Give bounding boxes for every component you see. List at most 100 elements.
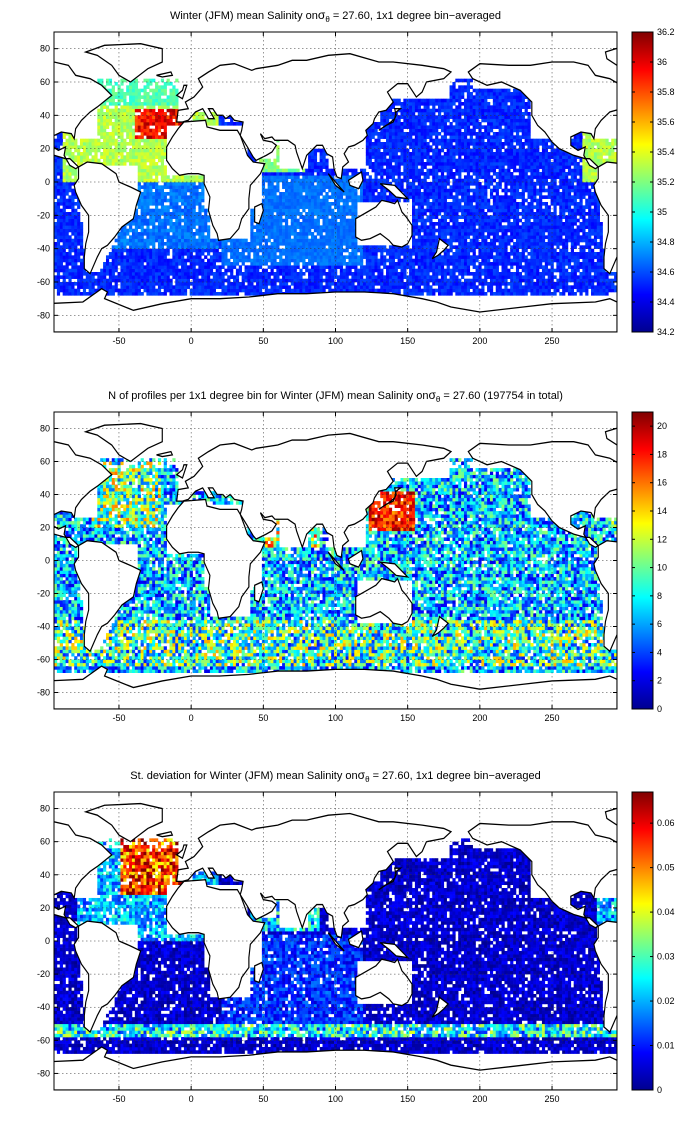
data-cell bbox=[484, 235, 488, 239]
data-cell bbox=[54, 182, 58, 186]
data-cell bbox=[489, 262, 494, 266]
data-cell bbox=[88, 278, 92, 283]
data-cell bbox=[336, 208, 341, 213]
data-cell bbox=[368, 198, 372, 203]
data-cell bbox=[123, 255, 127, 259]
data-cell bbox=[466, 288, 471, 293]
data-cell bbox=[593, 288, 598, 293]
data-cell bbox=[218, 292, 222, 296]
data-cell bbox=[492, 262, 497, 266]
data-cell bbox=[533, 275, 537, 279]
data-cell bbox=[469, 262, 473, 266]
data-cell bbox=[585, 288, 589, 293]
data-cell bbox=[504, 288, 508, 293]
data-cell bbox=[507, 208, 511, 213]
data-cell bbox=[319, 228, 323, 233]
data-cell bbox=[533, 292, 537, 296]
data-cell bbox=[386, 188, 390, 193]
data-cell bbox=[585, 292, 589, 296]
data-cell bbox=[233, 258, 237, 263]
data-cell bbox=[325, 282, 329, 286]
data-cell bbox=[215, 238, 219, 243]
data-cell bbox=[175, 188, 179, 193]
data-cell bbox=[224, 292, 228, 296]
data-cell bbox=[348, 225, 352, 229]
data-cell bbox=[261, 185, 266, 189]
data-cell bbox=[513, 248, 517, 253]
data-cell bbox=[374, 278, 378, 283]
data-cell bbox=[319, 225, 323, 229]
data-cell bbox=[308, 268, 312, 273]
data-cell bbox=[74, 292, 78, 296]
data-cell bbox=[484, 205, 488, 209]
data-cell bbox=[544, 272, 549, 276]
data-cell bbox=[573, 235, 577, 239]
data-cell bbox=[440, 188, 445, 193]
data-cell bbox=[293, 208, 297, 213]
data-cell bbox=[570, 188, 574, 193]
data-cell bbox=[570, 195, 574, 199]
data-cell bbox=[149, 228, 153, 233]
data-cell bbox=[455, 255, 459, 259]
data-cell bbox=[443, 212, 447, 216]
data-cell bbox=[524, 218, 528, 223]
data-cell bbox=[137, 232, 141, 236]
data-cell bbox=[290, 265, 294, 269]
data-cell bbox=[310, 188, 315, 193]
data-cell bbox=[527, 202, 531, 206]
data-cell bbox=[397, 278, 401, 283]
data-cell bbox=[152, 185, 156, 189]
data-cell bbox=[172, 222, 176, 226]
data-cell bbox=[308, 185, 312, 189]
data-cell bbox=[310, 208, 315, 213]
data-cell bbox=[417, 242, 421, 246]
data-cell bbox=[166, 218, 170, 223]
data-cell bbox=[394, 248, 398, 253]
data-cell bbox=[371, 258, 375, 263]
data-cell bbox=[149, 188, 153, 193]
data-cell bbox=[273, 232, 277, 236]
data-cell bbox=[238, 272, 242, 276]
data-cell bbox=[345, 275, 349, 279]
data-cell bbox=[169, 285, 173, 289]
data-cell bbox=[521, 225, 525, 229]
data-cell bbox=[461, 208, 465, 213]
data-cell bbox=[308, 222, 312, 226]
data-cell bbox=[510, 225, 514, 229]
data-cell bbox=[336, 255, 341, 259]
data-cell bbox=[518, 242, 523, 246]
data-cell bbox=[501, 248, 505, 253]
data-cell bbox=[429, 215, 433, 219]
data-cell bbox=[166, 245, 170, 249]
data-cell bbox=[469, 285, 473, 289]
data-cell bbox=[238, 252, 242, 256]
data-cell bbox=[360, 188, 364, 193]
data-cell bbox=[140, 215, 144, 219]
data-cell bbox=[515, 235, 520, 239]
data-cell bbox=[570, 222, 574, 226]
data-cell bbox=[472, 198, 476, 203]
data-cell bbox=[559, 228, 563, 233]
data-cell bbox=[290, 212, 294, 216]
data-cell bbox=[504, 225, 508, 229]
data-cell bbox=[166, 205, 170, 209]
data-cell bbox=[146, 245, 150, 249]
data-cell bbox=[305, 278, 309, 283]
data-cell bbox=[371, 288, 375, 293]
data-cell bbox=[146, 272, 150, 276]
data-cell bbox=[596, 232, 600, 236]
data-cell bbox=[282, 205, 286, 209]
data-cell bbox=[293, 218, 297, 223]
data-cell bbox=[492, 232, 497, 236]
data-cell bbox=[536, 198, 540, 203]
data-cell bbox=[339, 185, 344, 189]
data-cell bbox=[126, 232, 130, 236]
data-cell bbox=[388, 258, 393, 263]
data-cell bbox=[432, 242, 436, 246]
data-cell bbox=[498, 242, 502, 246]
data-cell bbox=[452, 205, 456, 209]
data-cell bbox=[77, 282, 81, 286]
data-cell bbox=[198, 195, 202, 199]
data-cell bbox=[504, 275, 508, 279]
data-cell bbox=[397, 248, 401, 253]
